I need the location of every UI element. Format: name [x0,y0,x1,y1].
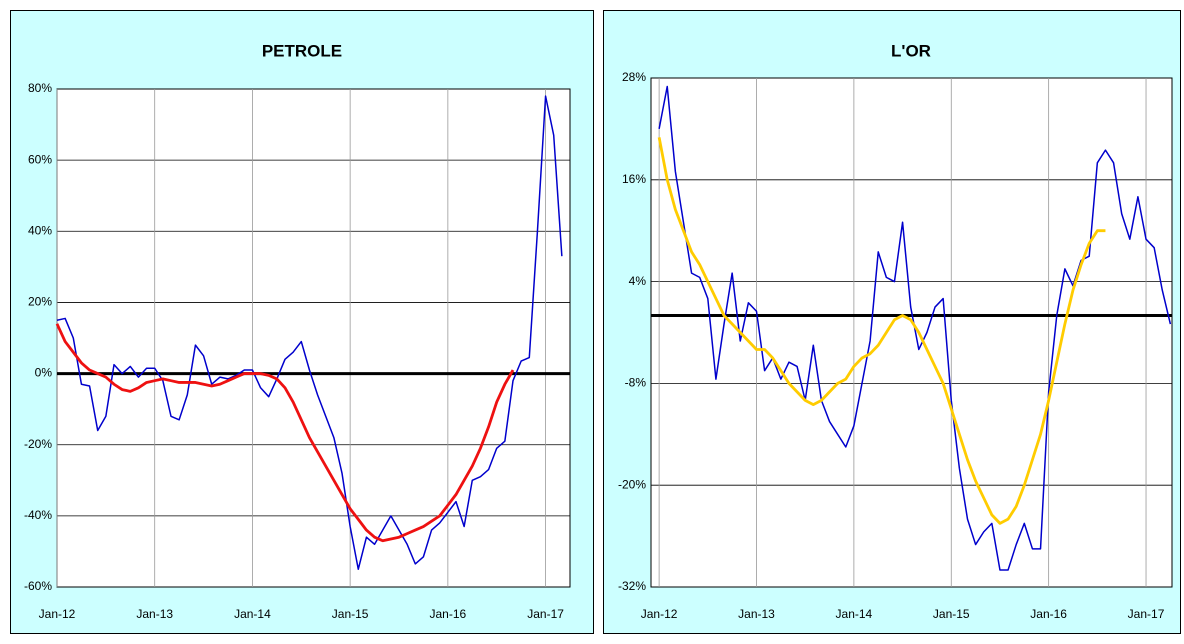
y-tick-label: 4% [629,274,647,288]
y-tick-label: 16% [622,172,646,186]
plot-area [650,77,1173,588]
y-tick-label: -40% [24,508,52,522]
y-tick-label: 60% [28,152,52,166]
x-tick-label: Jan-14 [234,607,271,621]
series-line [56,95,563,570]
x-tick-label: Jan-13 [136,607,173,621]
series-line [55,323,515,543]
chart-title: L'OR [891,41,931,60]
x-tick-label: Jan-16 [1030,607,1067,621]
y-tick-label: 80% [28,81,52,95]
y-tick-label: -20% [24,437,52,451]
y-tick-label: 20% [28,295,52,309]
y-tick-label: 28% [622,70,646,84]
chart-title: PETROLE [262,41,342,60]
y-tick-label: -8% [625,376,647,390]
x-tick-label: Jan-12 [39,607,76,621]
x-tick-label: Jan-15 [332,607,369,621]
x-tick-label: Jan-13 [738,607,775,621]
series-line [657,137,1106,525]
plot-area [56,88,571,588]
y-tick-label: -20% [618,477,646,491]
x-tick-label: Jan-17 [1128,607,1165,621]
x-tick-label: Jan-14 [836,607,873,621]
x-tick-label: Jan-15 [933,607,970,621]
y-tick-label: -60% [24,579,52,593]
x-tick-label: Jan-12 [641,607,678,621]
y-tick-label: 0% [35,366,53,380]
y-tick-label: -32% [618,579,646,593]
x-tick-label: Jan-17 [527,607,564,621]
y-tick-label: 40% [28,223,52,237]
x-tick-label: Jan-16 [430,607,467,621]
